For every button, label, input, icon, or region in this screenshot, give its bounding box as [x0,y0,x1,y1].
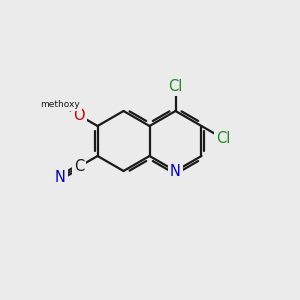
Text: C: C [74,159,84,174]
Text: O: O [73,108,85,123]
Text: N: N [170,164,181,178]
Text: N: N [55,170,66,185]
Text: methoxy: methoxy [40,100,80,109]
Text: Cl: Cl [168,79,183,94]
Text: Cl: Cl [216,131,230,146]
